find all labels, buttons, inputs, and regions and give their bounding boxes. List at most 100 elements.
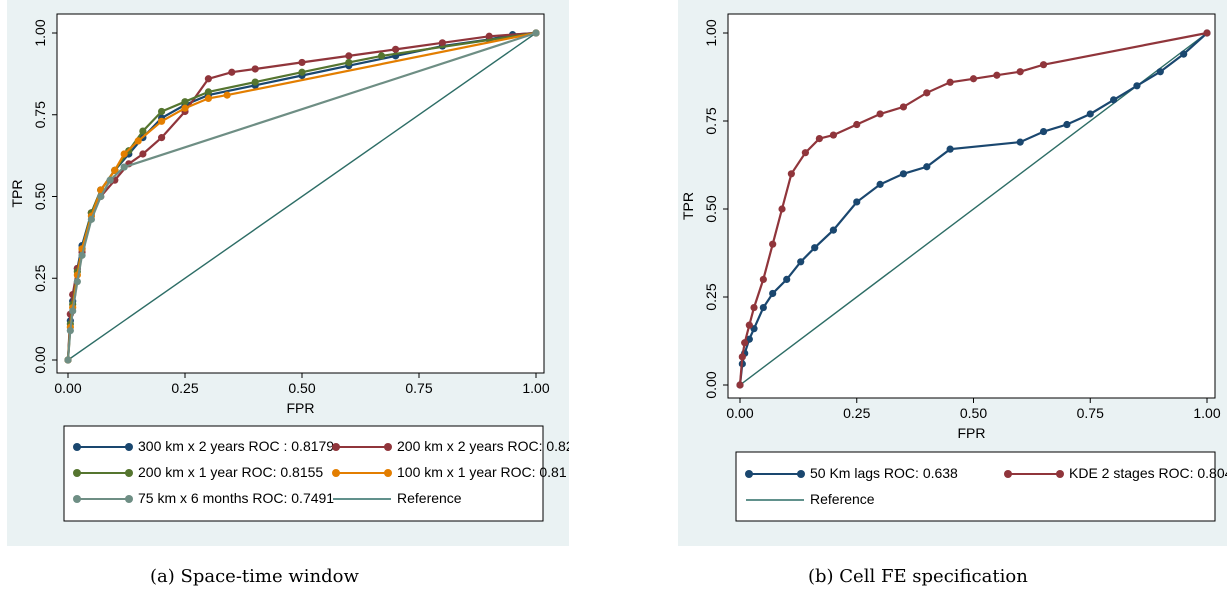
chart-panel-a: 0.00 0.25 0.50 0.75 1.00 0.00 0.25 0.50 0.75 1.00… — [7, 0, 569, 546]
y-tick-label: 1.00 — [703, 19, 719, 46]
series-line-0 — [736, 29, 1211, 389]
data-point — [1110, 96, 1118, 104]
data-point — [1086, 110, 1094, 118]
x-tick-label: 0.50 — [960, 405, 987, 421]
data-point — [778, 205, 786, 213]
series-reference — [67, 32, 537, 361]
y-tick-label: 0.00 — [32, 346, 48, 373]
data-point — [134, 137, 142, 145]
x-tick-label: 0.25 — [171, 380, 198, 396]
data-point — [741, 339, 749, 347]
data-point — [1203, 29, 1211, 37]
data-point — [97, 192, 105, 201]
data-point — [1039, 61, 1048, 69]
data-point — [829, 226, 837, 234]
x-tick-label: 0.25 — [843, 405, 870, 421]
data-point — [120, 163, 128, 171]
y-tick-label: 0.25 — [32, 264, 48, 291]
x-tick-label: 0.00 — [726, 405, 753, 421]
y-tick-label: 0.00 — [703, 371, 719, 398]
legend-label: 200 km x 2 years ROC: 0.8224 — [397, 438, 569, 454]
data-point — [181, 98, 189, 106]
legend-swatch-marker — [125, 443, 133, 451]
data-point — [1156, 68, 1164, 76]
data-point — [438, 39, 446, 47]
x-axis-label: FPR — [958, 425, 986, 441]
x-tick-label: 1.00 — [522, 380, 549, 396]
data-point — [181, 104, 189, 112]
y-tick-label: 0.75 — [32, 101, 48, 128]
series-line-1 — [736, 29, 1211, 389]
data-point — [139, 150, 147, 158]
data-point — [745, 321, 753, 329]
plot-area — [56, 13, 545, 374]
data-point — [377, 52, 386, 60]
legend-label: KDE 2 stages ROC: 0.8041 — [1069, 465, 1227, 481]
legend-box — [735, 451, 1216, 522]
legend-swatch-marker — [745, 470, 753, 478]
data-point — [783, 275, 791, 283]
data-point — [750, 303, 758, 312]
y-tick-label: 0.50 — [32, 183, 48, 210]
chart-b-svg: 0.00 0.25 0.50 0.75 1.00 0.00 0.25 0.50 0.75 1.00… — [680, 13, 1227, 522]
data-point — [345, 52, 353, 60]
x-tick-label: 1.00 — [1193, 405, 1220, 421]
y-tick-label: 0.25 — [703, 283, 719, 310]
data-point — [946, 78, 954, 86]
y-tick-label: 0.50 — [703, 195, 719, 222]
data-point — [87, 215, 95, 223]
data-point — [876, 110, 884, 118]
legend-label: 75 km x 6 months ROC: 0.7491 — [138, 490, 334, 506]
data-point — [946, 145, 954, 153]
data-point — [876, 180, 884, 188]
legend-label: 100 km x 1 year ROC: 0.81 — [397, 464, 567, 480]
data-point — [158, 107, 166, 116]
legend-label: 200 km x 1 year ROC: 0.8155 — [138, 464, 323, 480]
legend-label: Reference — [397, 490, 462, 506]
data-point — [298, 68, 306, 76]
data-point — [66, 326, 74, 335]
data-point — [392, 45, 400, 53]
data-point — [969, 75, 978, 83]
x-tick-label: 0.75 — [1077, 405, 1104, 421]
legend-label: 300 km x 2 years ROC : 0.8179 — [138, 438, 334, 454]
data-point — [204, 75, 212, 83]
data-point — [759, 303, 767, 312]
data-point — [204, 94, 212, 102]
legend-swatch-marker — [125, 495, 133, 503]
data-point — [158, 134, 166, 142]
series-line — [67, 32, 537, 361]
data-point — [853, 198, 861, 206]
data-point — [1016, 138, 1024, 146]
data-point — [797, 258, 805, 266]
data-point — [251, 78, 259, 86]
caption-a: (a) Space-time window — [150, 566, 359, 587]
data-point — [73, 277, 81, 286]
data-point — [1039, 127, 1048, 136]
data-point — [801, 149, 809, 157]
chart-a-svg: 0.00 0.25 0.50 0.75 1.00 0.00 0.25 0.50 0.75 1.00… — [9, 13, 569, 522]
y-axis-label: TPR — [680, 192, 696, 220]
legend-swatch-marker — [384, 443, 392, 451]
data-point — [787, 170, 795, 178]
data-point — [78, 251, 86, 259]
data-point — [1016, 68, 1024, 76]
data-point — [899, 103, 908, 111]
x-tick-label: 0.75 — [405, 380, 432, 396]
data-point — [738, 353, 746, 361]
data-point — [111, 166, 119, 174]
data-point — [64, 356, 72, 364]
legend-swatch-marker — [1056, 470, 1064, 478]
data-point — [993, 71, 1001, 79]
data-point — [251, 65, 259, 73]
legend-swatch-marker — [332, 469, 340, 477]
legend-swatch-marker — [332, 443, 340, 451]
data-point — [228, 68, 236, 76]
data-point — [69, 307, 77, 315]
data-point — [139, 127, 147, 135]
legend-swatch-marker — [797, 470, 805, 478]
data-point — [829, 131, 837, 139]
data-point — [1063, 120, 1071, 129]
legend-swatch-marker — [384, 469, 392, 477]
x-tick-label: 0.50 — [288, 380, 315, 396]
